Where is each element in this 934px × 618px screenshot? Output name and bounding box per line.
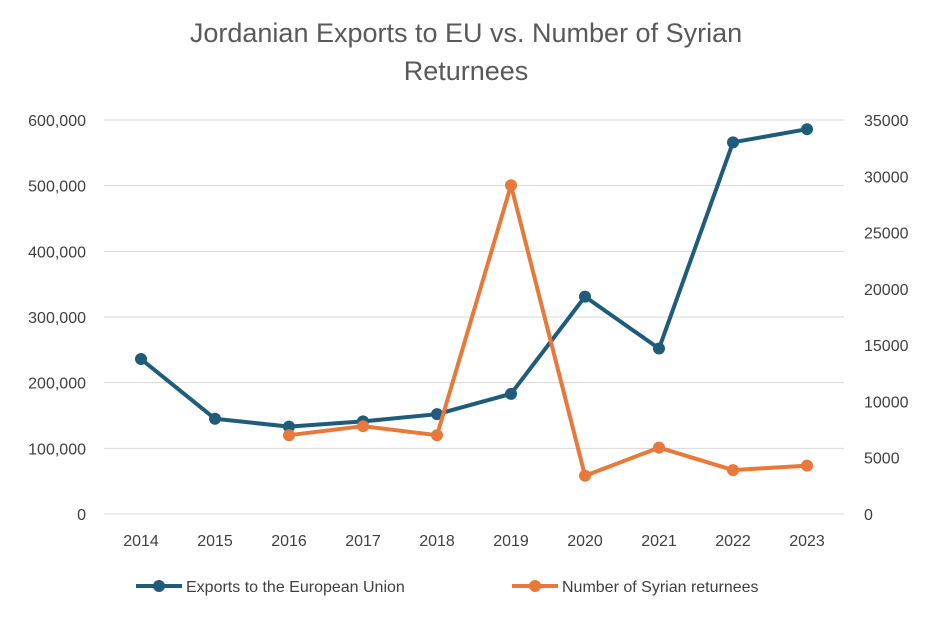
gridlines xyxy=(104,119,844,515)
data-point-exports xyxy=(209,412,221,425)
left-tick-label: 400,000 xyxy=(28,244,86,261)
data-point-returnees xyxy=(727,464,739,477)
data-point-exports xyxy=(653,342,665,355)
left-axis-ticks: 0 100,000 200,000 300,000 400,000 500,000 600,… xyxy=(28,113,86,524)
left-tick-label: 100,000 xyxy=(28,441,86,458)
x-tick-label: 2020 xyxy=(567,533,603,550)
x-tick-label: 2014 xyxy=(123,533,159,550)
data-point-returnees xyxy=(505,179,517,192)
series-layer xyxy=(135,123,813,482)
x-tick-label: 2018 xyxy=(419,533,455,550)
data-point-exports xyxy=(727,136,739,149)
x-tick-label: 2023 xyxy=(789,533,825,550)
right-tick-label: 35000 xyxy=(864,113,909,130)
right-tick-label: 5000 xyxy=(864,451,900,468)
right-axis-ticks: 0 5000 10000 15000 20000 25000 30000 35000 xyxy=(864,113,909,524)
series-line-returnees xyxy=(287,183,809,478)
x-tick-label: 2019 xyxy=(493,533,529,550)
right-tick-label: 20000 xyxy=(864,282,909,299)
left-tick-label: 300,000 xyxy=(28,310,86,327)
data-point-exports xyxy=(579,290,591,303)
data-point-exports xyxy=(135,353,147,366)
legend-returnees-marker xyxy=(529,580,541,592)
right-tick-label: 10000 xyxy=(864,394,909,411)
x-tick-label: 2015 xyxy=(197,533,233,550)
data-point-exports xyxy=(505,387,517,400)
right-tick-label: 25000 xyxy=(864,226,909,243)
data-point-exports xyxy=(431,408,443,421)
left-tick-label: 500,000 xyxy=(28,179,86,196)
data-point-returnees xyxy=(431,429,443,442)
x-tick-label: 2022 xyxy=(715,533,751,550)
left-tick-label: 0 xyxy=(77,507,86,524)
legend-exports-marker xyxy=(153,580,165,592)
series-line-exports xyxy=(139,127,809,429)
chart-title-line2: Returnees xyxy=(404,56,529,86)
right-tick-label: 15000 xyxy=(864,338,909,355)
chart-title-line1: Jordanian Exports to EU vs. Number of Sy… xyxy=(190,18,742,48)
legend-exports-label: Exports to the European Union xyxy=(186,579,405,596)
x-tick-label: 2016 xyxy=(271,533,307,550)
legend-item-exports: Exports to the European Union xyxy=(136,579,405,596)
legend: Exports to the European Union Number of … xyxy=(136,579,759,596)
legend-item-returnees: Number of Syrian returnees xyxy=(512,579,759,596)
data-point-returnees xyxy=(579,469,591,482)
data-point-returnees xyxy=(357,420,369,433)
data-point-exports xyxy=(801,123,813,136)
data-point-returnees xyxy=(801,459,813,472)
left-tick-label: 600,000 xyxy=(28,113,86,130)
right-tick-label: 30000 xyxy=(864,169,909,186)
data-point-exports xyxy=(283,420,295,433)
right-tick-label: 0 xyxy=(864,507,873,524)
x-tick-label: 2021 xyxy=(641,533,677,550)
x-tick-label: 2017 xyxy=(345,533,381,550)
legend-returnees-label: Number of Syrian returnees xyxy=(562,579,759,596)
data-point-returnees xyxy=(283,429,295,442)
x-axis-ticks: 2014 2015 2016 2017 2018 2019 2020 2021 2022 2023 xyxy=(123,533,825,550)
data-point-returnees xyxy=(653,441,665,454)
left-tick-label: 200,000 xyxy=(28,376,86,393)
